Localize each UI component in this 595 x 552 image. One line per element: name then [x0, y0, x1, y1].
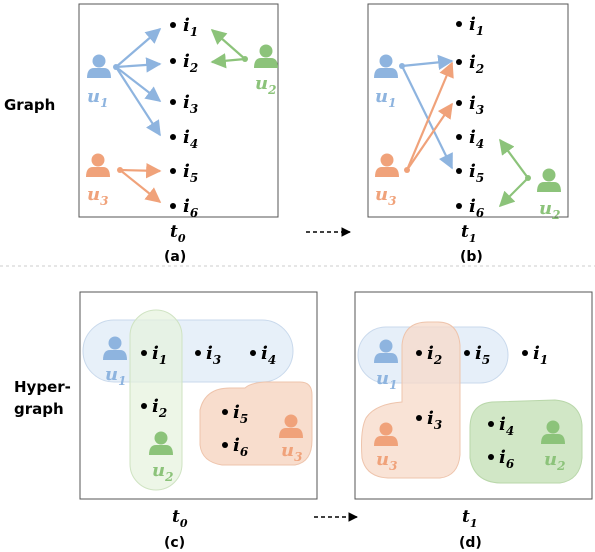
panel-a: u1 u2 u3 i1 i2 i3 i4 i5 i6 t0 (a) [78, 3, 279, 265]
user-label-b-u3: u3 [375, 184, 396, 208]
user-label-d-u3: u3 [376, 449, 397, 473]
edge-b-u2-i4 [499, 138, 529, 179]
item-label-i6: i6 [183, 196, 199, 220]
row-label-hyper-1: Hyper- [14, 378, 71, 396]
item-label-i1: i1 [183, 15, 198, 39]
edge-u2-i1 [210, 28, 246, 60]
time-label-a: t0 [170, 222, 186, 245]
item-label-d-i1: i1 [533, 343, 548, 367]
edge-b-u3-i2 [405, 61, 454, 171]
caption-c: (c) [164, 535, 185, 551]
edge-u1-i1 [115, 27, 162, 68]
user-label-c-u3: u3 [281, 440, 302, 464]
item-label-b-i2: i2 [469, 52, 484, 76]
user-label-c-u2: u2 [152, 460, 173, 484]
row-label-graph: Graph [4, 96, 55, 114]
user-label-b-u2: u2 [539, 198, 560, 222]
caption-d: (d) [459, 535, 482, 551]
edge-b-u1-i5 [401, 65, 453, 170]
item-label-i5: i5 [183, 161, 198, 185]
item-label-b-i3: i3 [469, 93, 484, 117]
item-label-b-i6: i6 [469, 196, 485, 220]
edge-u1-i3 [115, 66, 162, 102]
edge-b-u2-i6 [498, 177, 529, 208]
item-label-c-i4: i4 [261, 343, 276, 367]
time-label-d: t1 [462, 507, 478, 530]
item-label-c-i6: i6 [233, 435, 249, 459]
row-label-hyper-2: graph [14, 400, 64, 418]
edge-u1-i4 [115, 66, 161, 137]
user-label-b-u1: u1 [375, 86, 396, 110]
caption-b: (b) [460, 249, 483, 265]
edge-u3-i5 [119, 162, 162, 179]
user-label-u2: u2 [255, 73, 276, 97]
time-label-b: t1 [461, 222, 477, 245]
item-label-d-i4: i4 [499, 414, 514, 438]
item-label-c-i3: i3 [206, 343, 221, 367]
user-label-c-u1: u1 [105, 364, 126, 388]
edge-u3-i6 [119, 169, 162, 203]
user-label-d-u2: u2 [544, 449, 565, 473]
panel-c: u1 u2 u3 i1 i3 i4 i2 i5 i6 t0 (c) [79, 291, 318, 551]
panel-b: u1 u3 u2 i1 i2 i3 i4 i5 i6 t1 (b) [367, 3, 569, 265]
time-label-c: t0 [172, 507, 188, 530]
user-label-d-u1: u1 [376, 368, 397, 392]
item-label-c-i2: i2 [152, 396, 167, 420]
item-label-i4: i4 [183, 127, 198, 151]
panel-d: u1 u3 u2 i2 i5 i1 i3 i4 i6 t1 (d) [354, 291, 593, 551]
item-label-d-i3: i3 [427, 408, 442, 432]
edge-u2-i2 [210, 53, 246, 69]
user-label-u3: u3 [87, 184, 108, 208]
item-label-b-i1: i1 [469, 14, 484, 38]
edge-u1-i2 [115, 57, 162, 73]
item-label-d-i5: i5 [475, 343, 490, 367]
user-label-u1: u1 [87, 86, 108, 110]
panel-b-frame [367, 3, 569, 218]
item-label-c-i1: i1 [152, 343, 167, 367]
panel-a-frame [78, 3, 279, 218]
item-label-i2: i2 [183, 51, 198, 75]
item-label-d-i2: i2 [427, 343, 442, 367]
caption-a: (a) [164, 249, 186, 265]
item-label-b-i4: i4 [469, 127, 484, 151]
item-label-c-i5: i5 [233, 402, 248, 426]
item-label-i3: i3 [183, 92, 198, 116]
item-label-d-i6: i6 [499, 447, 515, 471]
hyperedge-c-u3 [199, 381, 313, 466]
item-label-b-i5: i5 [469, 161, 484, 185]
edge-b-u3-i3 [406, 102, 453, 171]
